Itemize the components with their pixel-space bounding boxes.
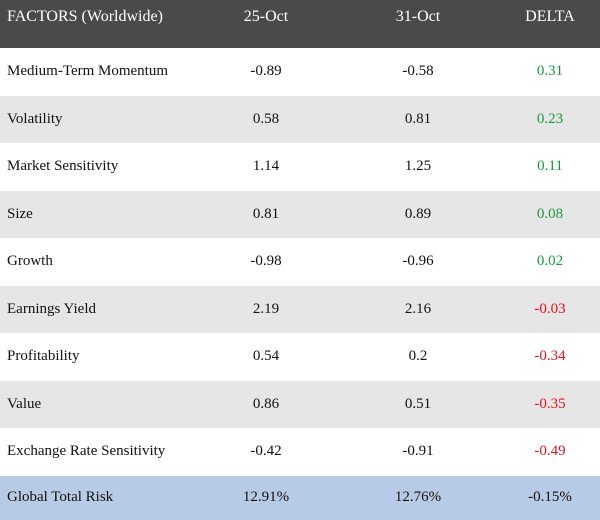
date2-value: 0.89 [404,205,432,222]
delta-value: -0.03 [534,300,566,317]
table-row: Earnings Yield 2.19 2.16 -0.03 [0,285,600,333]
table-row: Medium-Term Momentum -0.89 -0.58 0.31 [0,48,600,96]
date2-value: -0.96 [402,253,434,270]
date2-value: 0.2 [408,348,428,365]
date2-value: 2.16 [404,300,432,317]
factor-name: Earnings Yield [7,300,97,317]
date1-value: 1.14 [252,158,280,175]
date1-value: -0.89 [250,63,282,80]
date1-value: -0.98 [250,253,282,270]
date1-value: 0.58 [252,110,280,127]
delta-value: 0.02 [536,253,564,270]
table-row: Market Sensitivity 1.14 1.25 0.11 [0,143,600,191]
date2-value: 1.25 [404,158,432,175]
date1-value: -0.42 [250,443,282,460]
delta-value: 0.08 [536,205,564,222]
factor-name: Volatility [7,110,63,127]
table-row: Exchange Rate Sensitivity -0.42 -0.91 -0… [0,428,600,476]
delta-column-header: DELTA [525,8,575,25]
table-row: Value 0.86 0.51 -0.35 [0,380,600,428]
date2-value: -0.91 [402,443,434,460]
factor-name: Value [7,395,42,412]
table-row: Volatility 0.58 0.81 0.23 [0,95,600,143]
delta-value: 0.11 [537,158,563,175]
date2-value: -0.58 [402,63,434,80]
date1-value: 2.19 [252,300,280,317]
total-date2-value: 12.76% [394,489,442,505]
factor-name: Profitability [7,348,80,365]
date2-value: 0.81 [404,110,432,127]
table-row: Size 0.81 0.89 0.08 [0,190,600,238]
delta-value: 0.23 [536,110,564,127]
factor-name: Size [7,205,33,222]
factor-name: Market Sensitivity [7,158,119,175]
table-row: Growth -0.98 -0.96 0.02 [0,238,600,286]
total-delta-value: -0.15% [528,489,572,505]
factor-column-header: FACTORS (Worldwide) [7,8,163,25]
table-header-row: FACTORS (Worldwide) 25-Oct 31-Oct DELTA [0,0,600,48]
date1-value: 0.81 [252,205,280,222]
date2-value: 0.51 [404,395,432,412]
factor-name: Medium-Term Momentum [7,63,169,80]
date1-value: 0.54 [252,348,280,365]
date1-value: 0.86 [252,395,280,412]
delta-value: 0.31 [536,63,564,80]
date1-column-header: 25-Oct [243,8,289,25]
total-row: Global Total Risk 12.91% 12.76% -0.15% [0,475,600,520]
factor-name: Exchange Rate Sensitivity [7,443,166,460]
delta-value: -0.49 [534,443,566,460]
delta-value: -0.34 [534,348,566,365]
total-label: Global Total Risk [7,489,114,505]
total-date1-value: 12.91% [242,489,290,505]
table-row: Profitability 0.54 0.2 -0.34 [0,333,600,381]
delta-value: -0.35 [534,395,566,412]
factor-name: Growth [7,253,53,270]
date2-column-header: 31-Oct [395,8,441,25]
